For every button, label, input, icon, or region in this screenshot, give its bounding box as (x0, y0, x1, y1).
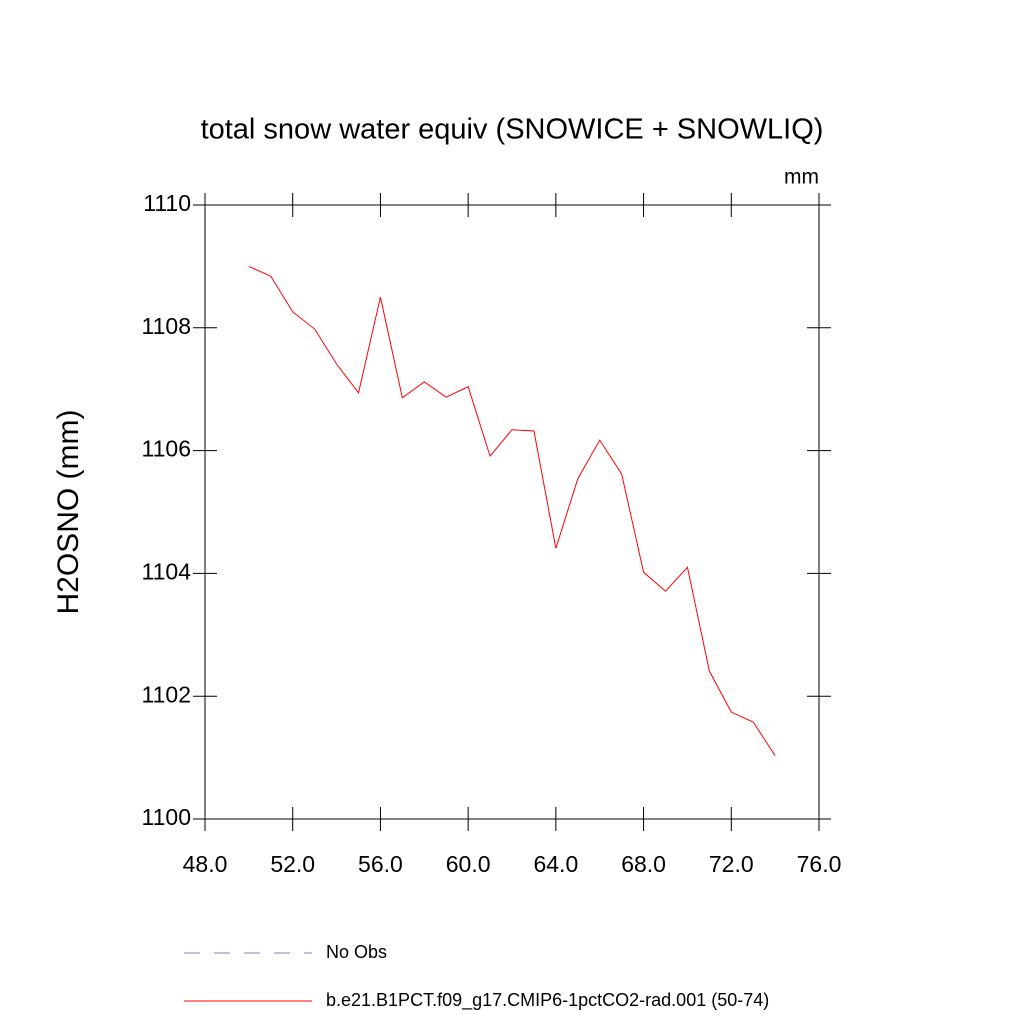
x-tick-label: 64.0 (533, 851, 578, 877)
y-tick-label: 1108 (142, 313, 191, 339)
x-tick-label: 48.0 (183, 851, 228, 877)
x-tick-label: 72.0 (709, 851, 754, 877)
y-tick-label: 1102 (142, 681, 191, 707)
x-tick-label: 76.0 (797, 851, 842, 877)
y-tick-label: 1104 (142, 558, 192, 584)
x-tick-label: 68.0 (621, 851, 666, 877)
y-axis-label: H2OSNO (mm) (52, 410, 85, 615)
x-tick-label: 56.0 (358, 851, 403, 877)
x-tick-label: 52.0 (270, 851, 315, 877)
legend-label: b.e21.B1PCT.f09_g17.CMIP6-1pctCO2-rad.00… (326, 990, 769, 1011)
y-tick-label: 1106 (142, 436, 191, 462)
y-tick-label: 1110 (143, 190, 191, 216)
chart-title: total snow water equiv (SNOWICE + SNOWLI… (201, 114, 824, 146)
plot-frame (204, 204, 820, 820)
x-tick-label: 60.0 (446, 851, 491, 877)
units-label: mm (784, 166, 819, 189)
legend-label: No Obs (326, 942, 387, 962)
data-line (248, 265, 776, 757)
y-tick-label: 1100 (142, 804, 191, 830)
